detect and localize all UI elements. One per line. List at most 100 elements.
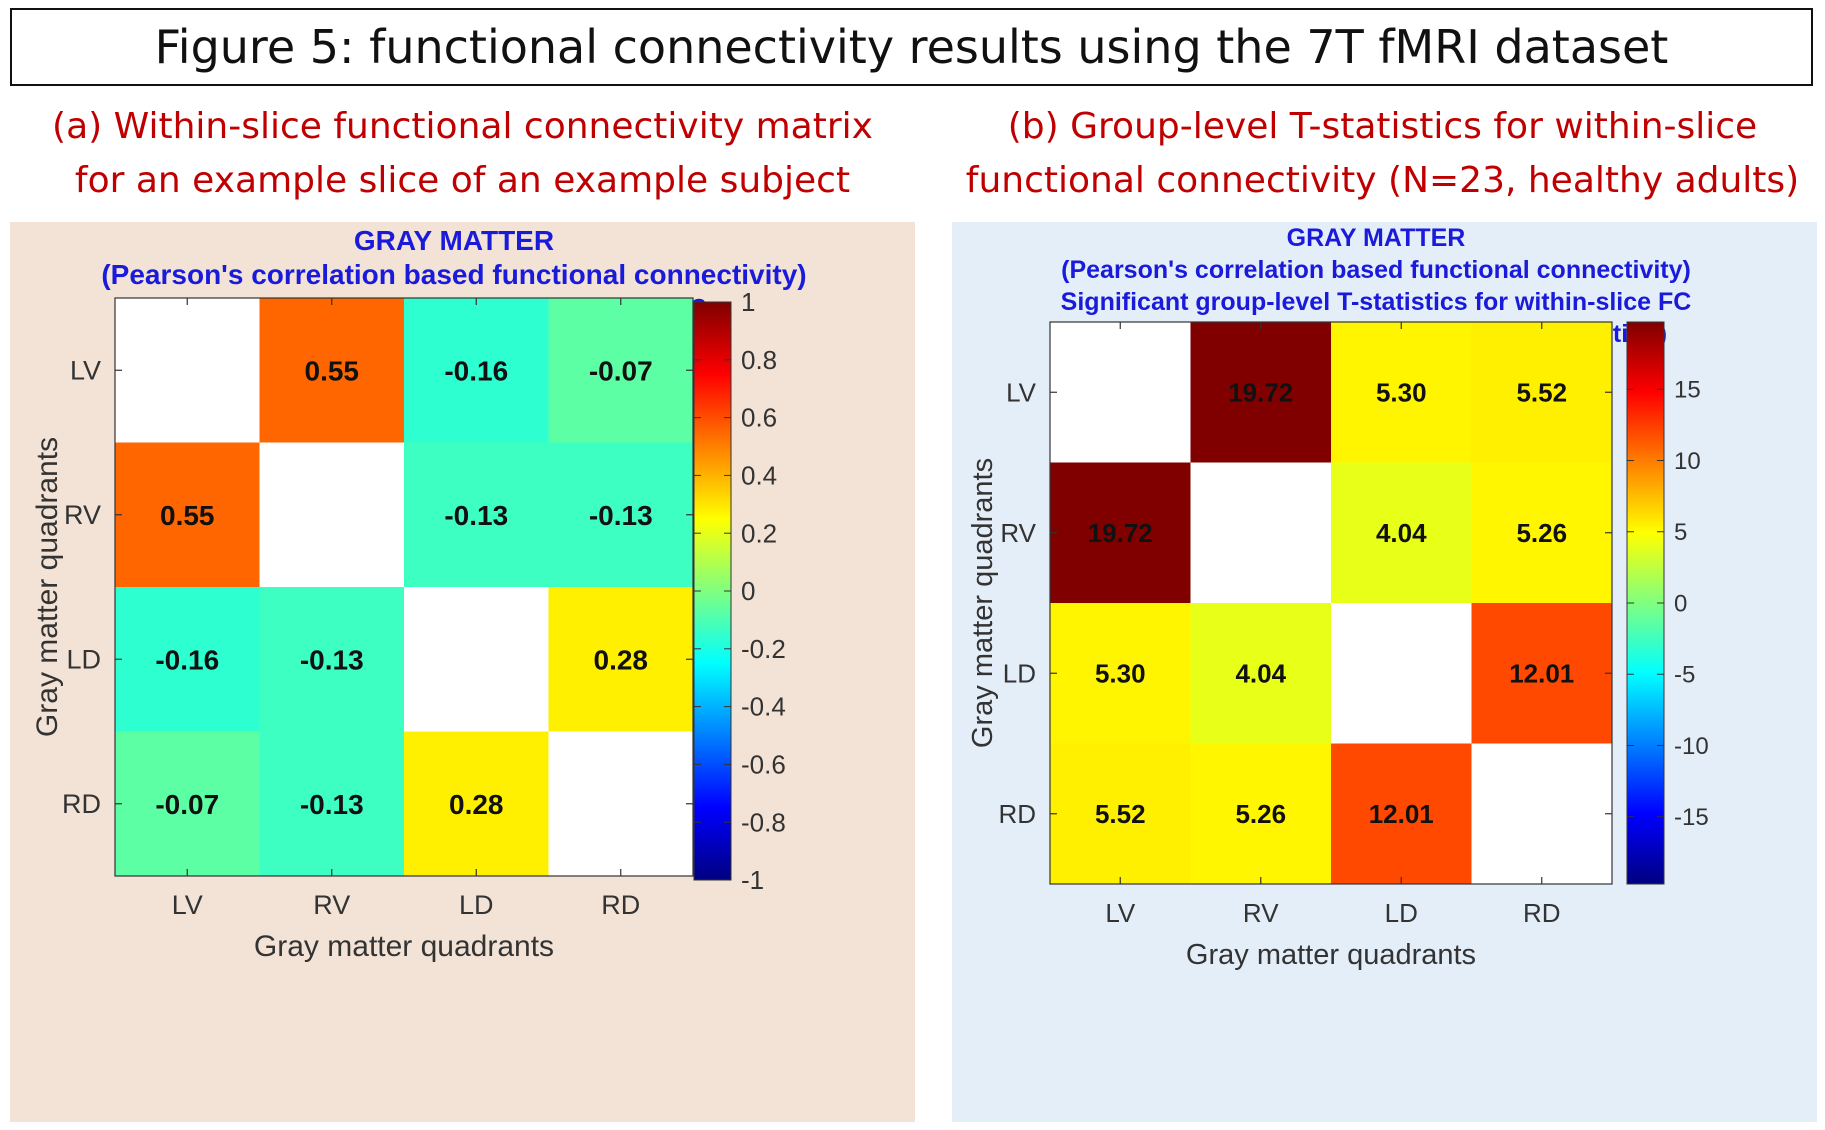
plot-title-line-2: (Pearson's correlation based functional …: [101, 259, 806, 290]
colorbar-tick-label: 0.4: [741, 461, 777, 491]
plot-frame: [1049, 321, 1613, 885]
plot-title-line-1: GRAY MATTER: [1287, 224, 1466, 252]
figure-title: Figure 5: functional connectivity result…: [10, 8, 1813, 86]
plot-title-line-3: Significant group-level T-statistics for…: [1061, 288, 1692, 316]
colorbar-tick-label: 0.8: [741, 345, 777, 375]
colorbar-tick-label: -10: [1674, 733, 1709, 760]
cell-LV-RV: [1190, 322, 1331, 463]
caption-b-line-2: functional connectivity (N=23, healthy a…: [965, 160, 1800, 201]
caption-b-line-1: (b) Group-level T-statistics for within-…: [1007, 106, 1758, 147]
colorbar-tick-label: 0: [1674, 590, 1687, 617]
cell-RD-RV: [1190, 743, 1331, 884]
plot-title-line-2: (Pearson's correlation based functional …: [1061, 256, 1691, 284]
cell-label-LD-RV: -0.13: [300, 644, 364, 675]
cell-RV-LV: [1050, 462, 1191, 603]
cell-label-LV-RV: 0.55: [305, 355, 360, 386]
x-axis-label: Gray matter quadrants: [254, 930, 554, 963]
cell-label-LV-LD: -0.16: [444, 355, 508, 386]
colorbar-tick-label: 0.2: [741, 518, 777, 548]
cell-RV-LD: [1331, 462, 1472, 603]
colorbar-tick-label: 0: [741, 576, 755, 606]
colorbar-tick-label: -0.2: [741, 634, 786, 664]
cell-label-RV-LD: 4.04: [1376, 518, 1427, 548]
cell-LD-RV: [1190, 603, 1331, 744]
y-tick-label-LV: LV: [70, 356, 101, 386]
cell-LD-RD: [1471, 603, 1612, 744]
colorbar-tick-label: 1: [741, 287, 755, 317]
cell-label-LV-RD: 5.52: [1516, 378, 1567, 408]
plot-title-line-1: GRAY MATTER: [354, 225, 554, 256]
y-axis-label: Gray matter quadrants: [31, 437, 64, 737]
colorbar-tick-label: 15: [1674, 377, 1701, 404]
cell-label-LD-RD: 0.28: [594, 644, 649, 675]
cell-label-RD-RV: -0.13: [300, 789, 364, 820]
cell-label-RD-LV: 5.52: [1095, 799, 1146, 829]
colorbar-tick-label: -0.4: [741, 692, 786, 722]
cell-label-RV-RD: -0.13: [589, 500, 653, 531]
cell-RV-RD: [548, 442, 693, 587]
cell-LD-LD: [404, 587, 549, 732]
cell-LD-RV: [259, 587, 404, 732]
colorbar-tick-label: 10: [1674, 448, 1701, 475]
caption-b: (b) Group-level T-statistics for within-…: [950, 100, 1815, 208]
cell-LV-RD: [1471, 322, 1612, 463]
y-tick-label-LV: LV: [1006, 377, 1037, 407]
colorbar-tick-label: -15: [1674, 804, 1709, 831]
cell-RD-RD: [1471, 743, 1612, 884]
colorbar-tick-label: 0.6: [741, 403, 777, 433]
caption-a: (a) Within-slice functional connectivity…: [10, 100, 915, 208]
cell-label-RV-LV: 0.55: [160, 500, 215, 531]
y-tick-label-LD: LD: [1003, 658, 1036, 688]
cell-label-LD-LV: 5.30: [1095, 659, 1146, 689]
cell-label-LV-LD: 5.30: [1376, 378, 1427, 408]
cell-label-RD-LD: 12.01: [1369, 799, 1434, 829]
cell-LV-RV: [259, 298, 404, 443]
x-tick-label-LV: LV: [1105, 898, 1136, 928]
y-tick-label-RV: RV: [64, 500, 101, 530]
colorbar-tick-label: -0.6: [741, 750, 786, 780]
x-tick-label-RD: RD: [601, 890, 640, 920]
cell-label-RD-LD: 0.28: [449, 789, 504, 820]
cell-LV-LV: [1050, 322, 1191, 463]
cell-LD-LD: [1331, 603, 1472, 744]
x-tick-label-LV: LV: [172, 890, 203, 920]
cell-label-RV-LD: -0.13: [444, 500, 508, 531]
y-tick-label-LD: LD: [66, 645, 101, 675]
cell-label-RV-LV: 19.72: [1088, 518, 1153, 548]
colorbar-tick-label: -0.8: [741, 807, 786, 837]
cell-RV-RV: [259, 442, 404, 587]
cell-RV-RD: [1471, 462, 1612, 603]
x-axis-label: Gray matter quadrants: [1186, 939, 1476, 971]
cell-LD-LV: [1050, 603, 1191, 744]
cell-RV-RV: [1190, 462, 1331, 603]
cell-RD-LD: [404, 731, 549, 876]
cell-LV-LD: [1331, 322, 1472, 463]
caption-a-line-2: for an example slice of an example subje…: [74, 160, 851, 201]
cell-label-LD-RV: 4.04: [1235, 659, 1286, 689]
cell-label-RD-RV: 5.26: [1235, 799, 1286, 829]
y-tick-label-RV: RV: [1000, 518, 1036, 548]
cell-RD-RD: [548, 731, 693, 876]
y-axis-label: Gray matter quadrants: [967, 458, 999, 748]
cell-LV-LV: [115, 298, 260, 443]
heatmap-chart-b: GRAY MATTER (Pearson's correlation based …: [967, 224, 1709, 971]
colorbar-tick-label: -1: [741, 865, 764, 895]
cell-LV-LD: [404, 298, 549, 443]
heatmap-chart-a: GRAY MATTER(Pearson's correlation based …: [31, 225, 807, 963]
cell-label-LV-RD: -0.07: [589, 355, 653, 386]
cell-label-LD-LV: -0.16: [155, 644, 219, 675]
cell-RD-LD: [1331, 743, 1472, 884]
cell-RV-LD: [404, 442, 549, 587]
cell-RD-LV: [1050, 743, 1191, 884]
colorbar-tick-label: -5: [1674, 662, 1695, 689]
cell-label-RV-RD: 5.26: [1516, 518, 1567, 548]
cell-label-RD-LV: -0.07: [155, 789, 219, 820]
x-tick-label-RV: RV: [1243, 898, 1279, 928]
caption-a-line-1: (a) Within-slice functional connectivity…: [52, 106, 873, 147]
plot-frame: [114, 297, 694, 877]
panel-a: GRAY MATTER (Pearson's correlation based …: [10, 222, 915, 1122]
y-tick-label-RD: RD: [998, 799, 1036, 829]
cell-label-LD-RD: 12.01: [1509, 659, 1574, 689]
cell-RD-LV: [115, 731, 260, 876]
cell-label-LV-RV: 19.72: [1228, 378, 1293, 408]
